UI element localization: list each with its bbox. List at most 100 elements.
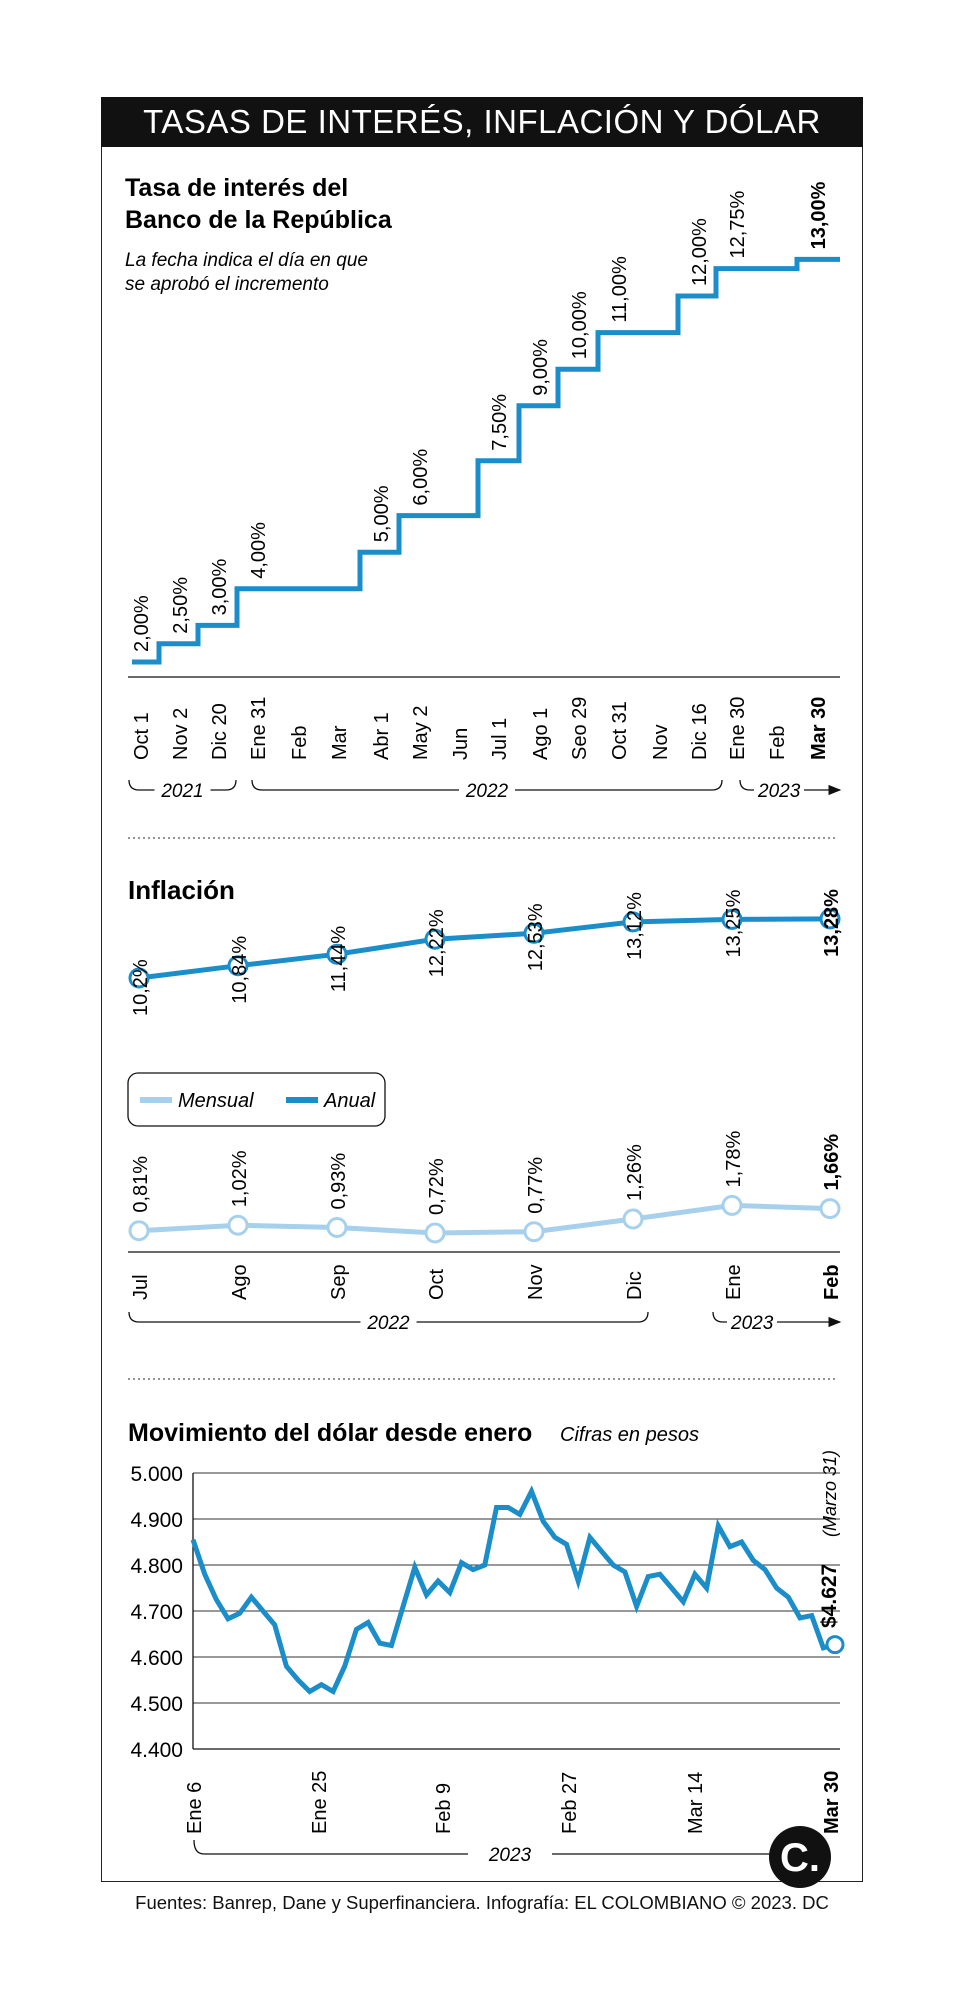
monthly-value-label: 0,81% — [130, 1156, 152, 1213]
annual-point — [326, 943, 348, 965]
year-2022-label: 2022 — [465, 781, 509, 802]
annual-point — [128, 967, 150, 989]
rate-value-label: 11,00% — [609, 256, 631, 323]
dollar-subtitle: Cifras en pesos — [560, 1424, 699, 1446]
dollar-y-tick: 4.600 — [130, 1647, 183, 1670]
monthly-point — [326, 1217, 348, 1238]
rate-step-line — [132, 256, 840, 665]
annual-point — [622, 911, 644, 933]
dollar-x-tick: Mar 30 — [821, 1771, 843, 1834]
annual-value-label: 13,12% — [624, 892, 646, 960]
rate-x-tick: Jul 1 — [489, 718, 511, 760]
dollar-x-tick: Ene 25 — [309, 1771, 331, 1834]
monthly-value-label: 1,26% — [624, 1144, 646, 1201]
rate-x-tick: Oct 1 — [131, 712, 153, 760]
rate-x-tick: Abr 1 — [371, 712, 393, 760]
dollar-y-tick: 4.800 — [130, 1555, 183, 1578]
annual-point — [819, 908, 841, 930]
rate-x-tick: Mar 30 — [808, 697, 830, 760]
dollar-last-point — [825, 1635, 845, 1655]
interest-title-line2: Banco de la República — [125, 206, 393, 234]
monthly-point — [622, 1208, 644, 1230]
year-2023-label: 2023 — [757, 781, 801, 802]
monthly-value-label: 0,72% — [426, 1158, 448, 1215]
rate-value-label: 6,00% — [410, 449, 432, 506]
rate-value-label: 12,00% — [689, 218, 711, 286]
annual-point — [721, 908, 743, 930]
rate-value-label: 10,00% — [569, 291, 591, 359]
annual-value-label: 10,2% — [130, 959, 152, 1016]
rate-x-tick: Nov 2 — [170, 708, 192, 760]
dollar-y-tick: 4.900 — [130, 1509, 183, 1532]
rate-value-label: 12,75% — [727, 191, 749, 259]
banner-title: TASAS DE INTERÉS, INFLACIÓN Y DÓLAR — [101, 97, 863, 147]
source-credit: Fuentes: Banrep, Dane y Superfinanciera.… — [135, 1892, 829, 1913]
inflation-x-tick: Ene — [723, 1264, 745, 1300]
rate-value-label: 3,00% — [209, 558, 231, 615]
rate-x-tick: Oct 31 — [609, 701, 631, 760]
inflation-title: Inflación — [128, 875, 235, 905]
infl-year-2023-line — [712, 1311, 727, 1323]
interest-title-line1: Tasa de interés del — [125, 174, 348, 202]
legend-anual-label: Anual — [323, 1090, 376, 1112]
dollar-chart: Movimiento del dólar desde enero Cifras … — [128, 1419, 845, 1866]
dollar-x-tick: Feb 27 — [559, 1772, 581, 1834]
rate-value-label: 2,00% — [131, 595, 153, 652]
annual-line — [138, 916, 831, 981]
monthly-point — [523, 1221, 545, 1243]
rate-value-label: 13,00% — [808, 181, 830, 249]
inflation-chart: Inflación 10,2% 10,84% 11,44% 12,22% 12,53% 1… — [127, 875, 843, 1334]
monthly-value-label: 1,78% — [723, 1131, 745, 1188]
rate-value-label: 4,00% — [248, 522, 270, 579]
annual-value-label: 10,84% — [229, 936, 251, 1004]
dollar-y-tick: 4.700 — [130, 1601, 183, 1624]
rate-x-tick: Feb — [767, 726, 789, 760]
monthly-point — [227, 1214, 249, 1236]
legend-box — [127, 1072, 386, 1127]
rate-x-tick: Nov — [650, 724, 672, 760]
inflation-x-tick: Oct — [426, 1268, 448, 1300]
annual-value-label: 11,44% — [328, 926, 350, 993]
rate-x-tick: Dic 20 — [209, 703, 231, 760]
monthly-point — [128, 1220, 150, 1242]
dollar-year-label: 2023 — [488, 1845, 532, 1866]
interest-subtitle-line2: se aprobó el incremento — [125, 274, 329, 295]
interest-rate-chart: Tasa de interés del Banco de la Repúblic… — [125, 174, 842, 802]
annual-value-label: 12,22% — [426, 909, 448, 977]
annual-value-label: 12,53% — [525, 903, 547, 971]
infl-year-2023-label: 2023 — [730, 1313, 774, 1334]
logo-text: C. — [780, 1836, 820, 1880]
inflation-x-tick: Sep — [328, 1264, 350, 1300]
dollar-x-tick: Mar 14 — [685, 1772, 707, 1834]
annual-value-label: 13,25% — [723, 889, 745, 957]
monthly-value-label: 1,02% — [229, 1150, 251, 1207]
year-2023-line — [739, 779, 754, 791]
annual-point — [523, 922, 545, 944]
dollar-y-tick: 4.400 — [130, 1739, 183, 1762]
rate-x-tick: Feb — [289, 726, 311, 760]
rate-x-tick: Jun — [450, 728, 472, 760]
rate-x-tick: Ene 31 — [248, 697, 270, 760]
monthly-value-label: 1,66% — [821, 1134, 843, 1191]
inflation-x-tick: Feb — [821, 1264, 843, 1300]
rate-x-tick: Mar — [329, 725, 351, 760]
dollar-x-tick: Ene 6 — [184, 1782, 206, 1834]
year-2022-line — [251, 779, 723, 791]
legend-mensual-label: Mensual — [178, 1090, 254, 1112]
dollar-last-note: (Marzo 31) — [820, 1450, 840, 1537]
dollar-title: Movimiento del dólar desde enero — [128, 1419, 532, 1447]
monthly-point — [819, 1198, 841, 1220]
monthly-line — [138, 1202, 831, 1236]
annual-point — [227, 955, 249, 977]
rate-x-tick: Ago 1 — [530, 708, 552, 760]
annual-point — [424, 928, 446, 950]
dollar-y-tick: 5.000 — [130, 1463, 183, 1486]
dollar-year-line — [193, 1839, 468, 1855]
dollar-x-tick: Feb 9 — [433, 1783, 455, 1834]
rate-x-tick: Dic 16 — [689, 703, 711, 760]
rate-value-label: 7,50% — [489, 394, 511, 451]
rate-value-label: 2,50% — [170, 577, 192, 634]
year-2021-label: 2021 — [160, 781, 203, 802]
rate-x-tick: Seo 29 — [569, 697, 591, 760]
